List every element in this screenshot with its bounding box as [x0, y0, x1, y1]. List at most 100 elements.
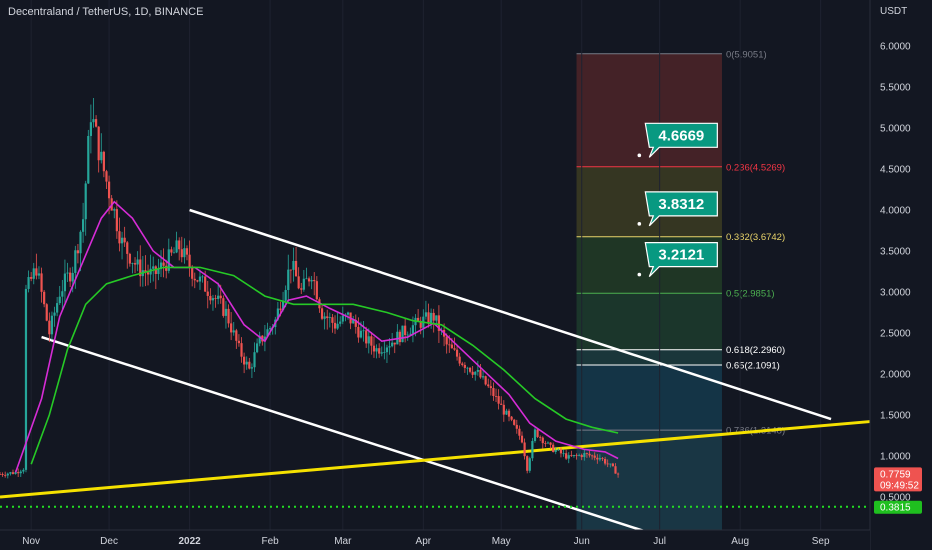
candle-body	[554, 450, 557, 452]
candle-body	[606, 463, 609, 465]
candle-body	[162, 262, 165, 266]
target-label-text: 3.2121	[658, 247, 704, 264]
candle-body	[614, 466, 617, 474]
candle-body	[578, 455, 581, 456]
candle-body	[572, 455, 576, 457]
candle-body	[515, 424, 518, 429]
candle-body	[357, 326, 360, 338]
candle-body	[471, 371, 474, 375]
candle-body	[559, 449, 563, 454]
target-labels: 4.6669 3.8312 3.2121	[637, 122, 718, 278]
candle-body	[172, 252, 176, 254]
candle-body	[71, 272, 74, 282]
fib-level-label: 0.236(4.5269)	[726, 162, 785, 173]
candle-body	[497, 396, 500, 404]
candle-body	[144, 270, 147, 273]
target-label-box	[644, 122, 718, 158]
candle-body	[565, 453, 568, 459]
candle-body	[268, 328, 272, 330]
candle-body	[445, 336, 448, 345]
x-tick-label: 2022	[178, 536, 201, 547]
y-tick-label: 1.5000	[880, 411, 911, 422]
price-axis[interactable]: 6.0000 5.5000 5.0000 4.5000 4.0000 3.5000 3.00…	[869, 0, 932, 550]
candle-body	[492, 388, 495, 397]
candle-body	[100, 151, 103, 161]
candle-body	[393, 342, 396, 345]
candle-body	[237, 340, 241, 344]
candle-body	[230, 323, 233, 333]
x-tick-label: May	[492, 536, 511, 547]
candle-body	[461, 363, 464, 365]
candle-body	[562, 453, 565, 455]
candle-body	[263, 336, 266, 342]
candle-body	[531, 440, 534, 459]
candle-body	[541, 437, 544, 444]
candle-body	[385, 347, 389, 353]
fib-level-label: 0.382(3.6742)	[726, 232, 785, 243]
candle-body	[580, 455, 583, 458]
candle-body	[45, 304, 48, 321]
candle-body	[583, 453, 586, 458]
candle-body	[315, 281, 318, 300]
candle-body	[79, 231, 82, 254]
candle-body	[466, 367, 469, 369]
candle-body	[404, 325, 407, 336]
candle-body	[37, 273, 41, 276]
candle-body	[372, 345, 376, 352]
candle-body	[94, 119, 98, 127]
y-tick-label: 2.0000	[880, 370, 911, 381]
candle-body	[481, 376, 485, 378]
candle-body	[139, 259, 142, 277]
time-axis[interactable]: Nov Dec 2022 Feb Mar Apr May Jun Jul Aug Sep	[0, 529, 870, 550]
candle-body	[435, 315, 438, 321]
candle-body	[258, 335, 261, 344]
ma-slow-line	[30, 266, 619, 465]
candle-body	[266, 329, 269, 337]
candle-body	[313, 280, 316, 282]
candle-body	[76, 250, 80, 254]
candle-body	[367, 336, 370, 344]
candle-body	[50, 315, 54, 335]
candle-body	[518, 428, 521, 436]
candle-body	[494, 396, 498, 397]
candle-body	[417, 317, 420, 321]
candle-body	[102, 151, 105, 172]
candle-body	[113, 209, 116, 211]
candle-body	[307, 278, 311, 282]
fib-zone	[576, 365, 722, 431]
candle-body	[82, 219, 85, 232]
candle-body	[453, 348, 456, 350]
candle-body	[123, 237, 126, 243]
y-tick-label: 5.0000	[880, 124, 911, 135]
candle-body	[6, 473, 9, 476]
candle-body	[323, 316, 326, 319]
candle-body	[92, 119, 95, 123]
candle-body	[476, 369, 479, 372]
candle-body	[84, 183, 87, 220]
candle-body	[567, 455, 570, 459]
candle-body	[463, 364, 466, 368]
candle-body	[183, 248, 186, 258]
candle-body	[40, 273, 43, 292]
x-axis-gridlines	[30, 0, 822, 530]
candle-body	[191, 267, 194, 279]
candle-body	[326, 316, 329, 319]
candle-body	[487, 384, 490, 387]
candle-body	[401, 325, 404, 343]
time-axis-bg	[0, 530, 870, 550]
candle-body	[341, 315, 344, 322]
candle-body	[526, 456, 529, 471]
candle-body	[167, 249, 170, 271]
candle-body	[87, 135, 90, 184]
candle-body	[180, 249, 183, 258]
candle-body	[292, 260, 295, 270]
candle-body	[217, 295, 220, 299]
candle-body	[489, 386, 492, 389]
candle-body	[97, 126, 100, 161]
candle-body	[448, 344, 451, 346]
candle-body	[297, 276, 300, 289]
candle-body	[352, 319, 355, 324]
candle-body	[370, 336, 373, 346]
candle-body	[450, 344, 453, 349]
